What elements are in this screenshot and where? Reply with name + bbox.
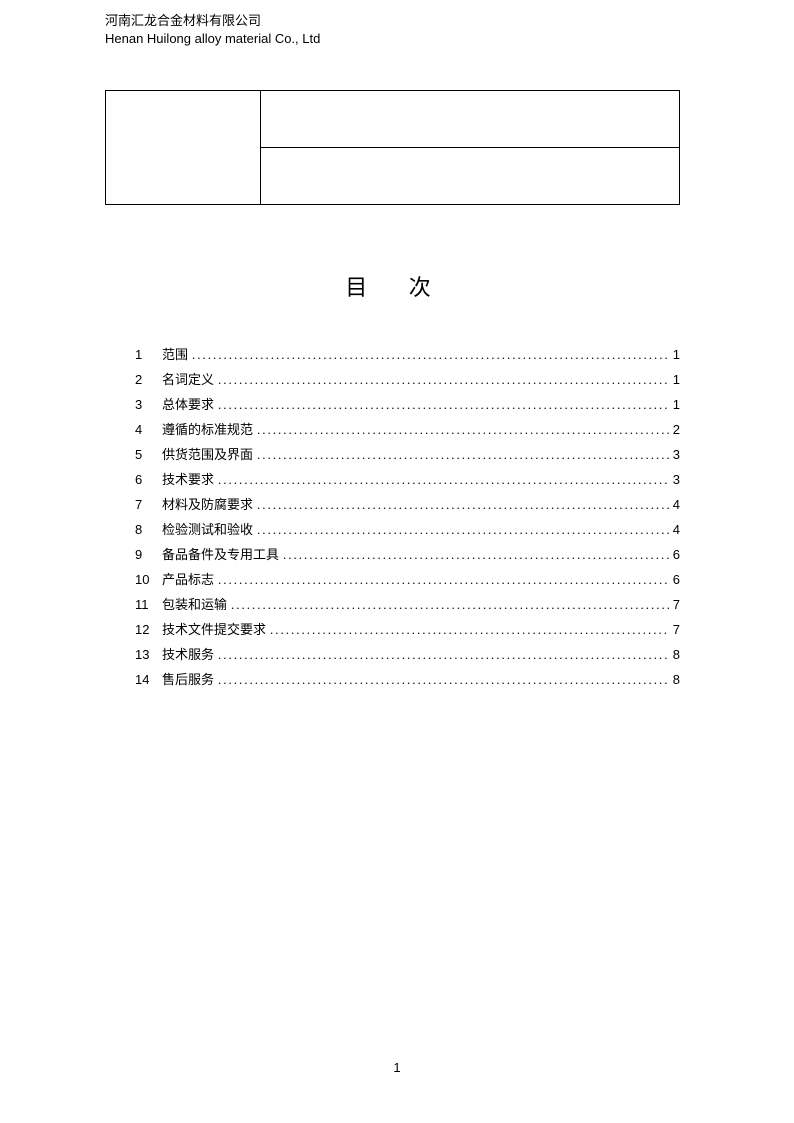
toc-item-page: 2 — [673, 417, 680, 442]
toc-item-label: 产品标志 — [162, 567, 214, 592]
toc-item-label: 售后服务 — [162, 667, 214, 692]
toc-item-page: 7 — [673, 592, 680, 617]
toc-item-number: 6 — [135, 467, 162, 492]
toc-item-label: 技术要求 — [162, 467, 214, 492]
toc-row: 4遵循的标准规范................................… — [135, 417, 680, 442]
toc-item-page: 1 — [673, 392, 680, 417]
table-row-2 — [261, 148, 679, 204]
toc-item-page: 7 — [673, 617, 680, 642]
toc-item-page: 8 — [673, 667, 680, 692]
toc-row: 2名词定义...................................… — [135, 367, 680, 392]
toc-leader-dots: ........................................… — [218, 667, 669, 692]
toc-item-page: 1 — [673, 342, 680, 367]
toc-item-page: 3 — [673, 442, 680, 467]
table-row-1 — [261, 91, 679, 148]
toc-item-number: 1 — [135, 342, 162, 367]
toc-item-page: 6 — [673, 542, 680, 567]
toc-leader-dots: ........................................… — [257, 492, 669, 517]
toc-item-number: 2 — [135, 367, 162, 392]
toc-item-number: 5 — [135, 442, 162, 467]
toc-item-label: 供货范围及界面 — [162, 442, 253, 467]
toc-item-page: 4 — [673, 517, 680, 542]
toc-item-page: 6 — [673, 567, 680, 592]
toc-item-label: 总体要求 — [162, 392, 214, 417]
toc-leader-dots: ........................................… — [192, 342, 669, 367]
toc-item-number: 10 — [135, 567, 162, 592]
toc-item-label: 备品备件及专用工具 — [162, 542, 279, 567]
toc-item-number: 9 — [135, 542, 162, 567]
toc-row: 14售后服务..................................… — [135, 667, 680, 692]
toc-row: 3总体要求...................................… — [135, 392, 680, 417]
page-footer: 1 — [0, 1060, 794, 1075]
toc-item-label: 技术服务 — [162, 642, 214, 667]
toc-leader-dots: ........................................… — [257, 442, 669, 467]
toc-item-label: 范围 — [162, 342, 188, 367]
toc-item-page: 1 — [673, 367, 680, 392]
page-number: 1 — [393, 1060, 400, 1075]
toc-item-label: 包装和运输 — [162, 592, 227, 617]
table-col-2 — [261, 91, 679, 204]
toc-item-page: 8 — [673, 642, 680, 667]
company-name-en: Henan Huilong alloy material Co., Ltd — [105, 30, 320, 48]
toc-leader-dots: ........................................… — [218, 392, 669, 417]
header-table — [105, 90, 680, 205]
toc-item-page: 4 — [673, 492, 680, 517]
toc-item-number: 14 — [135, 667, 162, 692]
toc-title: 目 次 — [0, 270, 794, 302]
table-of-contents: 1范围.....................................… — [135, 342, 680, 692]
toc-row: 5供货范围及界面................................… — [135, 442, 680, 467]
toc-item-page: 3 — [673, 467, 680, 492]
toc-row: 13技术服务..................................… — [135, 642, 680, 667]
toc-row: 10产品标志..................................… — [135, 567, 680, 592]
toc-item-number: 12 — [135, 617, 162, 642]
toc-item-label: 技术文件提交要求 — [162, 617, 266, 642]
toc-leader-dots: ........................................… — [218, 642, 669, 667]
toc-row: 8检验测试和验收................................… — [135, 517, 680, 542]
toc-item-number: 7 — [135, 492, 162, 517]
toc-leader-dots: ........................................… — [218, 367, 669, 392]
toc-leader-dots: ........................................… — [257, 417, 669, 442]
toc-item-label: 材料及防腐要求 — [162, 492, 253, 517]
toc-leader-dots: ........................................… — [231, 592, 669, 617]
company-name-cn: 河南汇龙合金材料有限公司 — [105, 12, 320, 30]
toc-leader-dots: ........................................… — [257, 517, 669, 542]
toc-item-number: 3 — [135, 392, 162, 417]
toc-leader-dots: ........................................… — [218, 467, 669, 492]
document-header: 河南汇龙合金材料有限公司 Henan Huilong alloy materia… — [105, 12, 320, 48]
toc-row: 7材料及防腐要求................................… — [135, 492, 680, 517]
toc-row: 12技术文件提交要求..............................… — [135, 617, 680, 642]
toc-leader-dots: ........................................… — [270, 617, 669, 642]
toc-item-number: 11 — [135, 592, 162, 617]
toc-row: 9备品备件及专用工具..............................… — [135, 542, 680, 567]
toc-leader-dots: ........................................… — [218, 567, 669, 592]
toc-row: 11包装和运输.................................… — [135, 592, 680, 617]
toc-leader-dots: ........................................… — [283, 542, 669, 567]
toc-item-label: 遵循的标准规范 — [162, 417, 253, 442]
toc-item-label: 名词定义 — [162, 367, 214, 392]
toc-item-number: 8 — [135, 517, 162, 542]
toc-item-label: 检验测试和验收 — [162, 517, 253, 542]
toc-row: 1范围.....................................… — [135, 342, 680, 367]
toc-item-number: 13 — [135, 642, 162, 667]
table-col-1 — [106, 91, 261, 204]
toc-row: 6技术要求...................................… — [135, 467, 680, 492]
toc-item-number: 4 — [135, 417, 162, 442]
